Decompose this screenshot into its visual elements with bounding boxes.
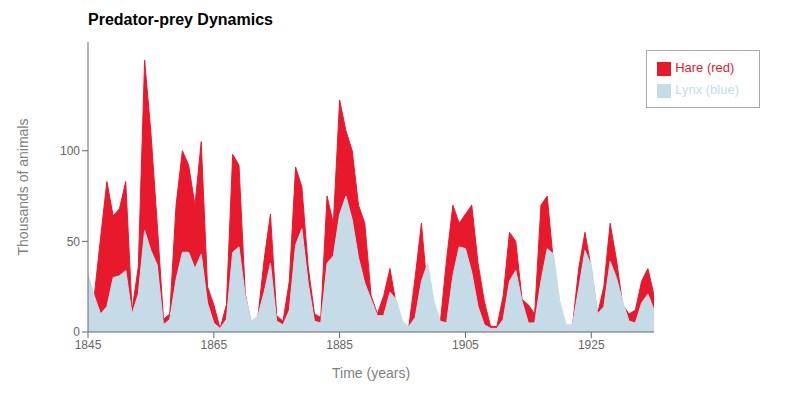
svg-text:Thousands of animals: Thousands of animals	[15, 119, 31, 256]
svg-text:1885: 1885	[326, 338, 353, 352]
svg-text:Time (years): Time (years)	[332, 365, 410, 381]
html-text:Lynx (blue): Lynx (blue)	[675, 82, 739, 97]
svg-text:1845: 1845	[75, 338, 102, 352]
svg-text:50: 50	[67, 235, 81, 249]
svg-text:0: 0	[73, 325, 80, 339]
svg-text:100: 100	[60, 144, 80, 158]
html-text:Predator-prey Dynamics: Predator-prey Dynamics	[88, 11, 273, 28]
svg-text:1925: 1925	[578, 338, 605, 352]
svg-text:1865: 1865	[200, 338, 227, 352]
svg-text:1905: 1905	[452, 338, 479, 352]
html-text:Hare (red): Hare (red)	[675, 60, 735, 75]
